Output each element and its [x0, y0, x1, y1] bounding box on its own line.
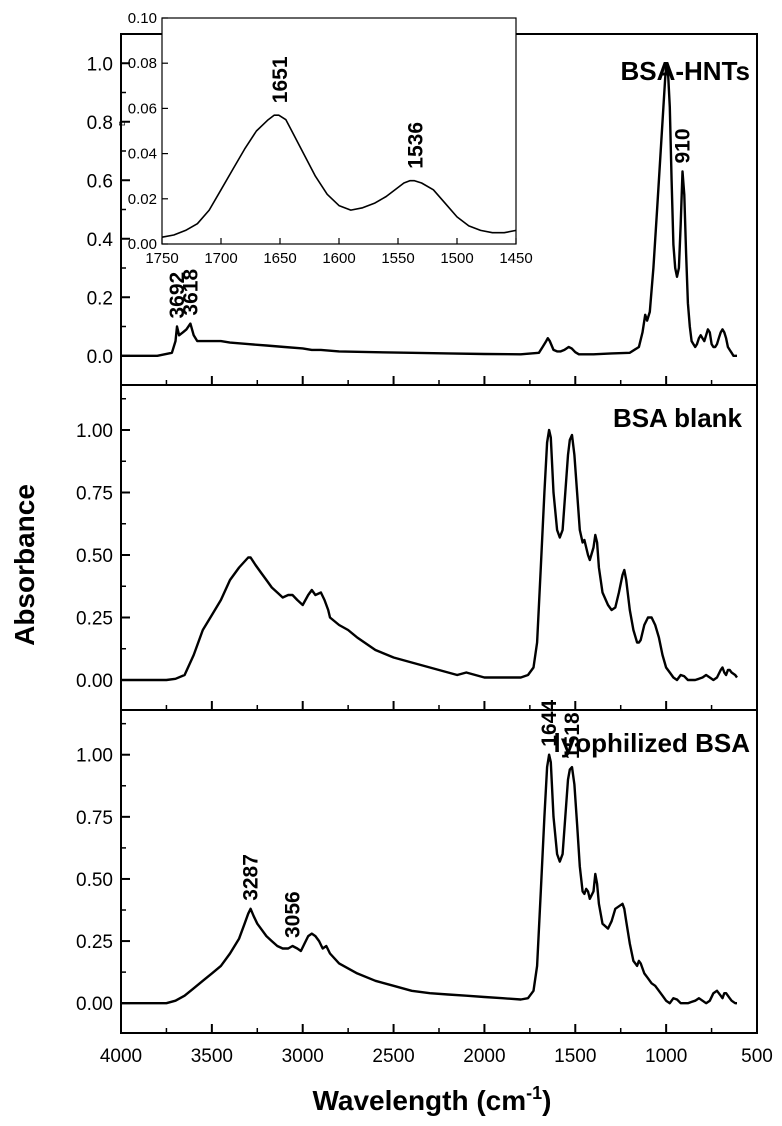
- x-tick-label: 3000: [282, 1046, 324, 1067]
- inset-frame: [161, 17, 517, 245]
- y-tick-label: 1.00: [76, 421, 113, 442]
- y-axis-title: Absorbance: [9, 484, 40, 646]
- inset-y-tick-label: 0.00: [128, 236, 157, 253]
- peak-label: 1518: [561, 712, 584, 759]
- x-tick-label: 1000: [645, 1046, 687, 1067]
- x-tick-label: 500: [741, 1046, 773, 1067]
- y-tick-label: 0.50: [76, 546, 113, 567]
- panel-label: BSA-HNTs: [620, 56, 750, 86]
- y-tick-label: 0.8: [87, 113, 113, 134]
- peak-label: 910: [672, 128, 695, 163]
- y-tick-label: 0.2: [87, 288, 113, 309]
- x-tick-label: 1500: [554, 1046, 596, 1067]
- panel-frame: [120, 709, 758, 1034]
- x-tick-label: 2500: [372, 1046, 414, 1067]
- y-tick-label: 1.0: [87, 54, 113, 75]
- inset-y-tick-label: 0.10: [128, 10, 157, 27]
- peak-label: 3618: [179, 269, 202, 316]
- y-tick-label: 0.4: [87, 230, 114, 251]
- inset-y-tick-label: 0.06: [128, 100, 157, 117]
- y-tick-label: 0.0: [87, 347, 113, 368]
- x-axis-title-superscript: -1: [526, 1083, 542, 1103]
- y-tick-label: 0.75: [76, 808, 113, 829]
- spectrum-line: [121, 62, 737, 357]
- x-tick-label: 4000: [100, 1046, 142, 1067]
- y-tick-label: 0.6: [87, 171, 113, 192]
- spectrum-line: [121, 753, 737, 1005]
- peak-label: 3692: [166, 272, 189, 319]
- y-tick-label: 1.00: [76, 746, 113, 767]
- inset-y-tick-label: 0.02: [128, 191, 157, 208]
- panel-3: 0.00 0.25 0.50 0.75 1.00 lyophilized BSA 3287 3…: [76, 700, 758, 1034]
- inset-x-tick-label: 1600: [322, 250, 355, 267]
- inset-x-tick-label: 1500: [440, 250, 473, 267]
- inset-x-tick-label: 1700: [204, 250, 237, 267]
- inset-y-tick-label: 0.08: [128, 55, 157, 72]
- x-axis: 4000 3500 3000 2500 2000 1500 1000 500: [100, 1046, 773, 1067]
- panel-frame: [120, 384, 758, 711]
- inset-background: [162, 18, 516, 244]
- inset-y-axis-title: B: [118, 121, 127, 126]
- panel-label: BSA blank: [613, 403, 743, 433]
- peak-label: 1644: [538, 700, 561, 747]
- inset-x-tick-label: 1750: [145, 250, 178, 267]
- x-tick-label: 3500: [191, 1046, 233, 1067]
- x-tick-label: 2000: [463, 1046, 505, 1067]
- y-tick-label: 0.00: [76, 994, 113, 1015]
- y-tick-label: 0.25: [76, 609, 113, 630]
- inset-peak-label: 1536: [405, 122, 428, 169]
- inset-x-tick-label: 1650: [263, 250, 296, 267]
- x-axis-title-main: Wavelength (cm: [312, 1085, 526, 1116]
- inset-y-tick-label: 0.04: [128, 146, 157, 163]
- x-axis-title: Wavelength (cm-1): [312, 1083, 551, 1116]
- inset-spectrum-line: [161, 114, 517, 238]
- y-tick-label: 0.25: [76, 932, 113, 953]
- y-tick-label: 0.75: [76, 484, 113, 505]
- panel-2: 0.00 0.25 0.50 0.75 1.00 BSA blank: [76, 384, 758, 711]
- inset-plot: 0.00 0.02 0.04 0.06 0.08 0.10 1750 1700 1650 1600…: [118, 10, 533, 267]
- peak-label: 3287: [240, 854, 263, 901]
- spectrum-line: [121, 428, 738, 682]
- inset-x-tick-label: 1550: [381, 250, 414, 267]
- panel-label: lyophilized BSA: [554, 728, 751, 758]
- x-axis-title-suffix: ): [542, 1085, 551, 1116]
- peak-label: 3056: [282, 891, 305, 938]
- inset-peak-label: 1651: [269, 56, 292, 103]
- y-tick-label: 0.50: [76, 870, 113, 891]
- inset-x-tick-label: 1450: [499, 250, 532, 267]
- y-tick-label: 0.00: [76, 671, 113, 692]
